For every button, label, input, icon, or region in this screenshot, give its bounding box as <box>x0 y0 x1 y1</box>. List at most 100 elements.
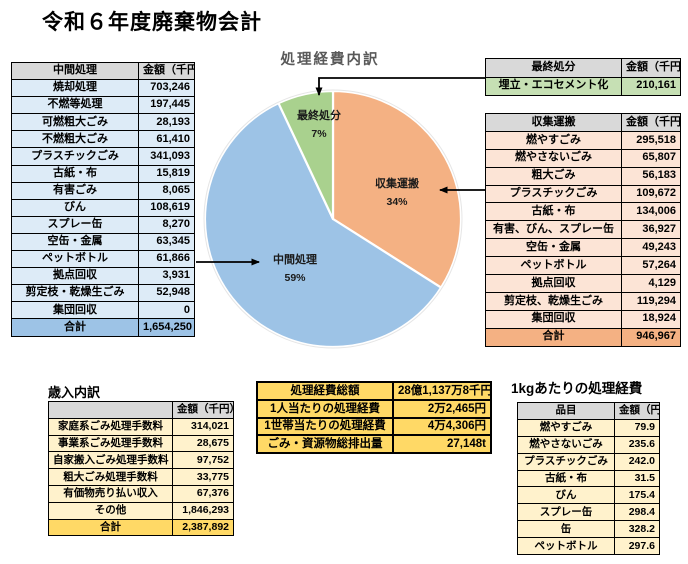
table-row: プラスチックごみ 109,672 <box>485 184 681 204</box>
row-label: 集団回収 <box>485 309 622 329</box>
row-label: 自家搬入ごみ処理手数料 <box>48 451 173 470</box>
table-row: 剪定枝、乾燥生ごみ 119,294 <box>485 291 681 311</box>
table-row: スプレー缶 8,270 <box>11 215 195 234</box>
row-value: 79.9 <box>614 418 660 437</box>
table-row: 有価物売り払い収入 67,376 <box>48 484 234 503</box>
row-label: 有価物売り払い収入 <box>48 484 173 503</box>
row-value: 27,148t <box>392 434 492 455</box>
table-row: プラスチックごみ 242.0 <box>517 452 660 471</box>
table-row: 粗大ごみ 56,183 <box>485 166 681 186</box>
table-row: 集団回収 0 <box>11 301 195 320</box>
table-total-row: 合計 2,387,892 <box>48 518 234 537</box>
row-label: 拠点回収 <box>485 274 622 293</box>
pie-label-text: 最終処分 <box>297 110 341 122</box>
cost-summary-table: 処理経費総額 28億1,137万8千円 1人当たりの処理経費 2万2,465円 1世帯当… <box>256 381 492 455</box>
table-row: 燃やさないごみ 65,807 <box>485 148 681 168</box>
table-row: 有害ごみ 8,065 <box>11 181 195 200</box>
table-row: 可燃粗大ごみ 28,193 <box>11 113 195 132</box>
table-row: びん 175.4 <box>517 486 660 505</box>
row-label: 合計 <box>48 518 173 537</box>
table-row: 集団回収 18,924 <box>485 309 681 329</box>
row-value: 65,807 <box>621 148 681 168</box>
row-value: 61,866 <box>138 250 195 269</box>
row-label: 収集運搬 <box>485 113 622 132</box>
row-value: 8,065 <box>138 181 195 200</box>
table-row: 不燃等処理 197,445 <box>11 96 195 115</box>
pie-label-text: 収集運搬 <box>375 178 419 190</box>
table-row: 空缶・金属 63,345 <box>11 232 195 252</box>
row-label: 事業系ごみ処理手数料 <box>48 434 173 453</box>
table-row: 自家搬入ごみ処理手数料 97,752 <box>48 451 234 470</box>
row-label: 空缶・金属 <box>485 238 622 258</box>
revenue-table: 金額（千円）家庭系ごみ処理手数料314,021事業系ごみ処理手数料28,675自… <box>48 401 234 537</box>
row-label: 有害、びん、スプレー缶 <box>485 220 622 240</box>
row-value: 金額（千円） <box>621 113 681 132</box>
collection-transport-table: 収集運搬金額（千円）燃やすごみ295,518燃やさないごみ65,807粗大ごみ5… <box>485 113 681 347</box>
row-label: びん <box>517 486 615 505</box>
row-label: 燃やさないごみ <box>485 148 622 168</box>
table-row: 缶 328.2 <box>517 520 660 539</box>
row-label: その他 <box>48 501 173 520</box>
pie-label-text: 中間処理 <box>273 254 317 266</box>
row-value: 119,294 <box>621 291 681 311</box>
row-value: 8,270 <box>138 215 195 234</box>
row-value: 109,672 <box>621 184 681 204</box>
table-row: 古紙・布 134,006 <box>485 202 681 222</box>
row-label: 粗大ごみ処理手数料 <box>48 468 173 486</box>
table-row: 焼却処理 703,246 <box>11 79 195 98</box>
row-label: 焼却処理 <box>11 79 139 98</box>
row-label: 1世帯当たりの処理経費 <box>256 416 394 437</box>
row-value: 328.2 <box>614 520 660 539</box>
row-value: 67,376 <box>172 484 234 503</box>
row-label: 燃やすごみ <box>517 418 615 437</box>
row-value: 15,819 <box>138 164 195 183</box>
pie-chart-title: 処理経費内訳 <box>280 52 380 68</box>
row-value: 56,183 <box>621 166 681 186</box>
row-value: 297.6 <box>614 537 660 556</box>
row-value: 175.4 <box>614 486 660 505</box>
table-row: 事業系ごみ処理手数料 28,675 <box>48 434 234 453</box>
row-label: ごみ・資源物総排出量 <box>256 434 394 455</box>
row-label: 埋立・エコセメント化 <box>485 76 622 96</box>
row-value: 314,021 <box>172 417 234 436</box>
row-label: 缶 <box>517 520 615 539</box>
row-value: 57,264 <box>621 256 681 276</box>
table-row: ごみ・資源物総排出量 27,148t <box>256 434 492 455</box>
row-label: 集団回収 <box>11 301 139 320</box>
row-value: 134,006 <box>621 202 681 222</box>
row-label: 家庭系ごみ処理手数料 <box>48 417 173 436</box>
table-row: ペットボトル 57,264 <box>485 256 681 276</box>
row-value: 3,931 <box>138 267 195 286</box>
row-label: プラスチックごみ <box>11 147 139 166</box>
row-label: 可燃粗大ごみ <box>11 113 139 132</box>
row-label: 燃やすごみ <box>485 130 622 150</box>
row-label: 処理経費総額 <box>256 381 394 401</box>
row-label: びん <box>11 198 139 217</box>
row-value: 108,619 <box>138 198 195 217</box>
row-label: 古紙・布 <box>11 164 139 183</box>
pie-label-collection-transport: 収集運搬 34% <box>375 176 419 210</box>
row-label: 不燃等処理 <box>11 96 139 115</box>
row-value: 97,752 <box>172 451 234 470</box>
table-row: 不燃粗大ごみ 61,410 <box>11 130 195 149</box>
row-label: プラスチックごみ <box>517 452 615 471</box>
row-label: 不燃粗大ごみ <box>11 130 139 149</box>
row-value: 341,093 <box>138 147 195 166</box>
table-row: 有害、びん、スプレー缶 36,927 <box>485 220 681 240</box>
table-row: 燃やすごみ 79.9 <box>517 418 660 437</box>
pie-label-percent: 59% <box>284 271 306 284</box>
row-value: 0 <box>138 301 195 320</box>
row-value: 18,924 <box>621 309 681 329</box>
table-total-row: 合計 1,654,250 <box>11 318 195 337</box>
table-row: 古紙・布 31.5 <box>517 469 660 488</box>
row-label: 1人当たりの処理経費 <box>256 398 394 419</box>
per-kg-caption: 1kgあたりの処理経費 <box>511 381 643 396</box>
row-value: 210,161 <box>621 76 681 96</box>
revenue-caption: 歳入内訳 <box>48 385 101 400</box>
pie-label-percent: 34% <box>386 195 408 208</box>
row-value: 242.0 <box>614 452 660 471</box>
row-label: 古紙・布 <box>485 202 622 222</box>
table-row: 処理経費総額 28億1,137万8千円 <box>256 381 492 401</box>
